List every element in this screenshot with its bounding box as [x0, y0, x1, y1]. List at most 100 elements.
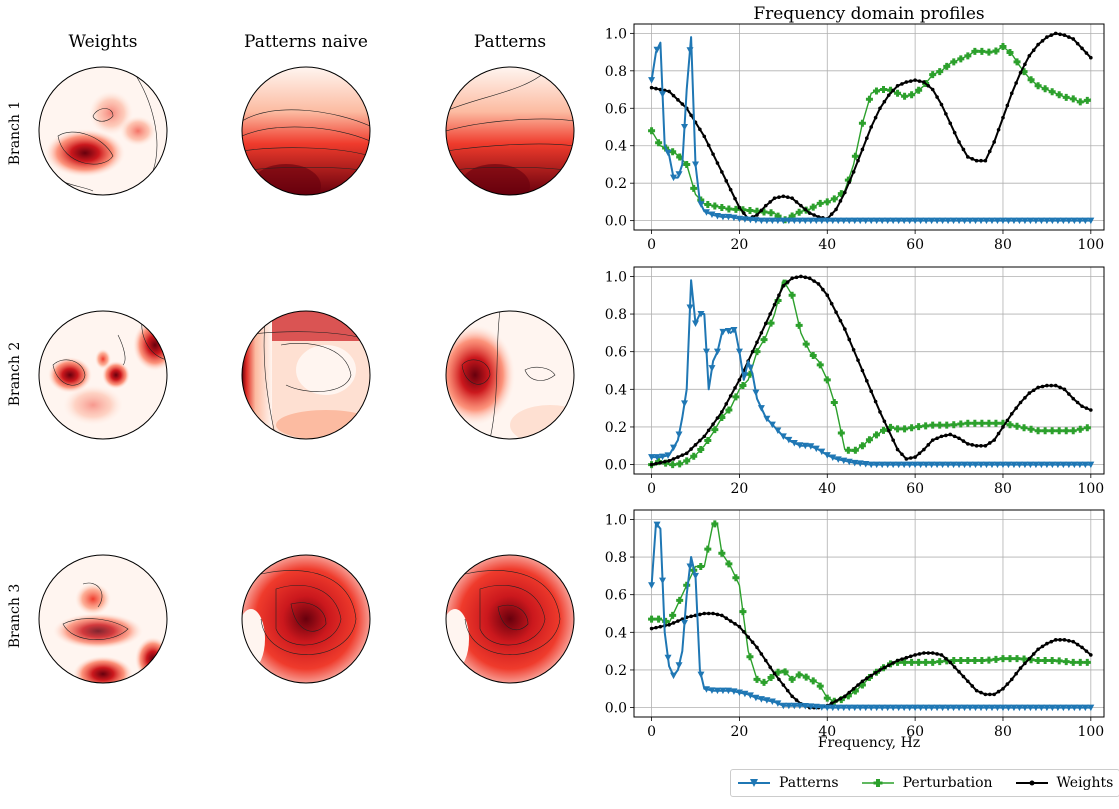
col-title-weights: Weights: [68, 32, 138, 52]
marker-perturbation: [1069, 427, 1077, 435]
marker-patterns: [653, 46, 661, 54]
marker-weights: [1084, 51, 1089, 55]
x-tick-label: 60: [906, 724, 924, 740]
marker-patterns: [1037, 217, 1045, 225]
marker-perturbation: [816, 199, 824, 207]
marker-patterns: [1026, 461, 1034, 469]
marker-weights: [763, 321, 768, 326]
marker-weights: [847, 690, 852, 695]
axes-frame: [633, 23, 1105, 231]
marker-weights: [851, 348, 856, 352]
marker-perturbation: [1041, 85, 1049, 93]
marker-weights: [843, 190, 847, 195]
marker-weights: [790, 276, 794, 281]
marker-patterns: [999, 217, 1007, 225]
marker-patterns: [961, 217, 969, 225]
marker-weights: [733, 386, 737, 390]
marker-perturbation: [809, 351, 817, 359]
marker-weights: [829, 301, 834, 306]
marker-patterns: [697, 311, 705, 318]
marker-patterns: [659, 453, 667, 461]
marker-perturbation: [957, 657, 965, 665]
marker-patterns: [851, 459, 859, 467]
marker-perturbation: [950, 58, 958, 66]
marker-patterns: [840, 457, 848, 465]
marker-weights: [742, 630, 746, 634]
marker-patterns: [1010, 704, 1018, 712]
marker-patterns: [955, 217, 963, 225]
x-tick-label: 60: [906, 481, 924, 497]
col-title-patterns: Patterns: [473, 32, 547, 52]
y-tick-label: 0.0: [605, 214, 627, 230]
marker-patterns: [659, 577, 667, 585]
marker-patterns: [911, 704, 919, 712]
marker-perturbation: [676, 460, 684, 468]
marker-perturbation: [837, 429, 845, 437]
marker-weights: [886, 93, 891, 97]
marker-perturbation: [908, 658, 916, 666]
marker-patterns: [829, 454, 837, 462]
marker-weights: [838, 318, 843, 323]
marker-perturbation: [1083, 96, 1091, 104]
marker-patterns: [895, 704, 903, 712]
marker-weights: [1071, 37, 1076, 41]
marker-patterns: [801, 703, 809, 710]
marker-weights: [987, 441, 992, 445]
marker-patterns: [950, 704, 958, 712]
marker-perturbation: [844, 446, 852, 454]
marker-perturbation: [1020, 68, 1028, 76]
marker-patterns: [719, 687, 727, 695]
marker-patterns: [675, 171, 683, 178]
marker-weights: [900, 452, 904, 457]
legend-item-patterns: Patterns: [737, 775, 839, 791]
marker-perturbation: [865, 95, 873, 103]
marker-patterns: [922, 217, 930, 225]
marker-weights: [904, 80, 909, 84]
marker-patterns: [856, 704, 864, 712]
marker-perturbation: [1069, 95, 1077, 103]
marker-weights: [944, 112, 948, 116]
marker-weights: [759, 652, 764, 656]
marker-perturbation: [992, 655, 1000, 663]
marker-patterns: [972, 217, 980, 225]
marker-weights: [763, 203, 768, 208]
marker-weights: [1027, 391, 1032, 395]
marker-patterns: [785, 702, 793, 710]
marker-patterns: [1070, 461, 1078, 469]
marker-patterns: [1059, 461, 1067, 469]
marker-patterns: [653, 454, 661, 461]
marker-patterns: [873, 704, 881, 712]
marker-weights: [667, 459, 671, 463]
marker-weights: [878, 106, 882, 111]
marker-perturbation: [1055, 91, 1063, 99]
marker-patterns: [1026, 217, 1034, 225]
marker-perturbation: [1006, 48, 1014, 56]
marker-patterns: [691, 320, 699, 327]
marker-perturbation: [1013, 422, 1021, 430]
marker-weights: [878, 668, 882, 672]
marker-weights: [1084, 649, 1089, 653]
marker-weights: [1062, 33, 1067, 38]
marker-perturbation: [1048, 657, 1056, 665]
marker-weights: [737, 205, 742, 210]
marker-patterns: [774, 427, 782, 434]
marker-weights: [728, 394, 733, 398]
marker-weights: [1014, 406, 1018, 410]
marker-perturbation: [697, 196, 705, 204]
marker-weights: [970, 684, 975, 688]
marker-patterns: [950, 217, 958, 225]
marker-perturbation: [971, 47, 979, 55]
marker-patterns: [741, 216, 749, 223]
y-tick-label: 0.2: [605, 176, 627, 192]
marker-weights: [913, 653, 917, 657]
marker-weights: [671, 621, 676, 625]
marker-weights: [689, 447, 693, 451]
marker-patterns: [1015, 461, 1023, 469]
y-tick-label: 0.4: [605, 139, 627, 155]
marker-perturbation: [816, 361, 824, 369]
marker-patterns: [801, 442, 809, 450]
marker-patterns: [796, 217, 804, 225]
marker-weights: [768, 665, 772, 669]
marker-patterns: [911, 461, 919, 469]
marker-patterns: [774, 700, 782, 707]
